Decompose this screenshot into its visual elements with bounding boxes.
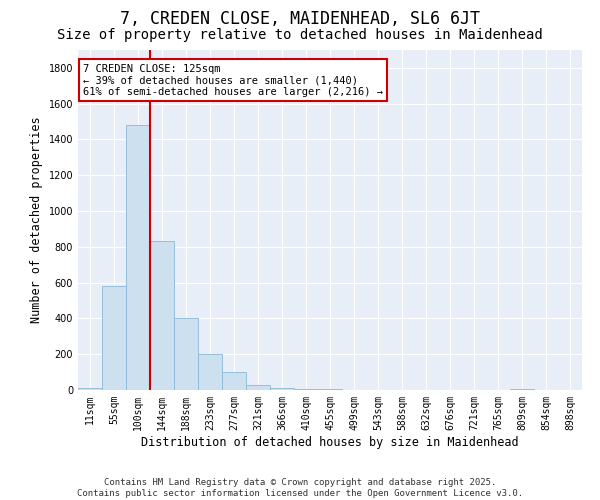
- Bar: [319, 389, 341, 390]
- Bar: [271, 388, 293, 390]
- Text: 7 CREDEN CLOSE: 125sqm
← 39% of detached houses are smaller (1,440)
61% of semi-: 7 CREDEN CLOSE: 125sqm ← 39% of detached…: [83, 64, 383, 97]
- Bar: [79, 388, 101, 390]
- Bar: [295, 389, 317, 390]
- Bar: [199, 354, 221, 390]
- Bar: [511, 389, 533, 390]
- Bar: [151, 242, 173, 390]
- Bar: [127, 125, 149, 390]
- Bar: [247, 384, 269, 390]
- X-axis label: Distribution of detached houses by size in Maidenhead: Distribution of detached houses by size …: [141, 436, 519, 448]
- Y-axis label: Number of detached properties: Number of detached properties: [30, 116, 43, 324]
- Bar: [103, 286, 125, 390]
- Text: 7, CREDEN CLOSE, MAIDENHEAD, SL6 6JT: 7, CREDEN CLOSE, MAIDENHEAD, SL6 6JT: [120, 10, 480, 28]
- Bar: [175, 318, 197, 390]
- Text: Size of property relative to detached houses in Maidenhead: Size of property relative to detached ho…: [57, 28, 543, 42]
- Text: Contains HM Land Registry data © Crown copyright and database right 2025.
Contai: Contains HM Land Registry data © Crown c…: [77, 478, 523, 498]
- Bar: [223, 372, 245, 390]
